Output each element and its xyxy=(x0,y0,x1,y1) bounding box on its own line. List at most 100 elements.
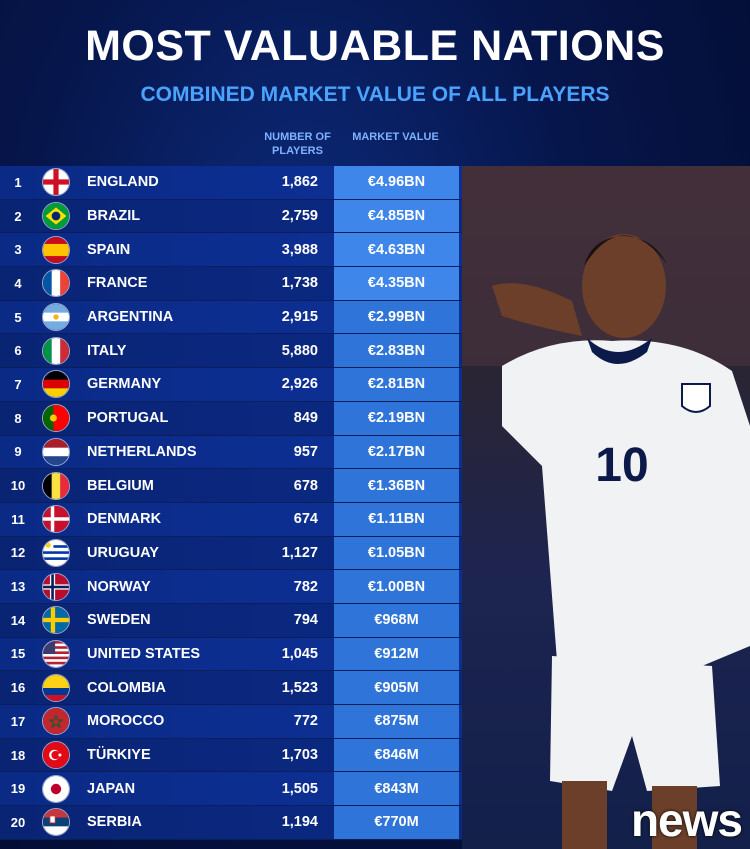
player-count: 794 xyxy=(293,612,318,629)
country-name: TÜRKIYE xyxy=(87,747,151,764)
player-count: 2,915 xyxy=(281,309,318,326)
column-header-market-value: MARKET VALUE xyxy=(352,131,439,143)
rank-number: 12 xyxy=(10,545,26,561)
market-value: €1.36BN xyxy=(334,469,459,502)
country-name: FRANCE xyxy=(87,275,148,292)
colombia-flag-icon xyxy=(42,673,70,702)
table-row: 4 FRANCE 1,738 €4.35BN xyxy=(0,267,462,301)
rank-number: 10 xyxy=(10,478,26,494)
country-name: BELGIUM xyxy=(87,477,154,494)
brazil-flag-icon xyxy=(42,202,70,231)
rank-number: 16 xyxy=(10,680,26,696)
rank-number: 9 xyxy=(14,444,22,460)
table-row: 12 URUGUAY 1,127 €1.05BN xyxy=(0,536,462,571)
player-count: 957 xyxy=(293,443,318,460)
table-row: 2 BRAZIL 2,759 €4.85BN xyxy=(0,199,462,234)
market-value: €1.05BN xyxy=(334,536,459,570)
rank-number: 11 xyxy=(11,511,25,527)
japan-flag-icon xyxy=(42,774,70,803)
country-name: NORWAY xyxy=(87,578,151,595)
country-name: SPAIN xyxy=(87,241,131,258)
rank-number: 14 xyxy=(10,612,26,628)
player-count: 849 xyxy=(293,410,318,427)
country-name: URUGUAY xyxy=(87,544,159,561)
market-value: €2.83BN xyxy=(334,334,459,368)
germany-flag-icon xyxy=(42,370,70,399)
country-name: JAPAN xyxy=(87,780,136,797)
france-flag-icon xyxy=(42,269,70,298)
market-value: €2.17BN xyxy=(334,435,459,469)
table-row: 3 SPAIN 3,988 €4.63BN xyxy=(0,233,462,268)
uruguay-flag-icon xyxy=(42,538,70,567)
player-count: 5,880 xyxy=(281,342,318,359)
rank-number: 13 xyxy=(10,579,26,595)
market-value: €912M xyxy=(334,637,459,671)
italy-flag-icon xyxy=(42,336,70,365)
rank-number: 1 xyxy=(14,174,22,190)
market-value: €905M xyxy=(334,671,459,704)
argentina-flag-icon xyxy=(42,303,70,332)
table-row: 14 SWEDEN 794 €968M xyxy=(0,603,462,638)
player-count: 772 xyxy=(293,713,318,730)
table-row: 11 DENMARK 674 €1.11BN xyxy=(0,502,462,537)
england-flag-icon xyxy=(42,168,70,197)
market-value: €2.19BN xyxy=(334,401,459,435)
svg-text:10: 10 xyxy=(595,439,648,492)
table-row: 17 MOROCCO 772 €875M xyxy=(0,705,462,739)
rank-number: 5 xyxy=(14,309,22,325)
table-row: 10 BELGIUM 678 €1.36BN xyxy=(0,469,462,503)
denmark-flag-icon xyxy=(42,505,70,534)
table-row: 9 NETHERLANDS 957 €2.17BN xyxy=(0,435,462,470)
player-count: 1,194 xyxy=(281,814,318,831)
table-row: 18 TÜRKIYE 1,703 €846M xyxy=(0,738,462,773)
rank-number: 3 xyxy=(14,242,22,258)
player-count: 678 xyxy=(293,477,318,494)
country-name: SWEDEN xyxy=(87,612,151,629)
player-count: 1,703 xyxy=(281,747,318,764)
table-row: 1 ENGLAND 1,862 €4.96BN xyxy=(0,166,462,200)
table-row: 8 PORTUGAL 849 €2.19BN xyxy=(0,401,462,436)
turkiye-flag-icon xyxy=(42,741,70,770)
rank-number: 19 xyxy=(10,781,26,797)
player-count: 782 xyxy=(293,578,318,595)
column-header-players: NUMBER OF PLAYERS xyxy=(264,131,331,157)
market-value: €875M xyxy=(334,705,459,738)
player-count: 1,738 xyxy=(281,275,318,292)
player-photo: 10 xyxy=(462,166,750,849)
news-watermark-logo: news xyxy=(630,794,743,846)
table-row: 5 ARGENTINA 2,915 €2.99BN xyxy=(0,300,462,335)
country-name: ARGENTINA xyxy=(87,309,174,326)
player-count: 2,926 xyxy=(281,376,318,393)
market-value: €4.96BN xyxy=(334,166,459,199)
market-value: €968M xyxy=(334,603,459,637)
netherlands-flag-icon xyxy=(42,437,70,466)
country-name: GERMANY xyxy=(87,376,162,393)
country-name: SERBIA xyxy=(87,814,142,831)
table-row: 7 GERMANY 2,926 €2.81BN xyxy=(0,368,462,402)
player-count: 674 xyxy=(293,511,318,528)
country-name: DENMARK xyxy=(87,511,162,528)
portugal-flag-icon xyxy=(42,404,70,433)
market-value: €770M xyxy=(334,806,459,839)
page-title: MOST VALUABLE NATIONS xyxy=(85,22,665,70)
country-name: ITALY xyxy=(87,342,127,359)
rank-number: 15 xyxy=(10,646,26,662)
player-count: 1,523 xyxy=(281,679,318,696)
player-count: 1,862 xyxy=(281,174,318,191)
country-name: UNITED STATES xyxy=(87,645,201,662)
player-illustration: 10 xyxy=(462,166,750,849)
table-row: 16 COLOMBIA 1,523 €905M xyxy=(0,671,462,705)
rank-number: 8 xyxy=(14,410,22,426)
player-count: 2,759 xyxy=(281,208,318,225)
spain-flag-icon xyxy=(42,235,70,264)
norway-flag-icon xyxy=(42,572,70,601)
market-value: €846M xyxy=(334,738,459,772)
player-count: 1,045 xyxy=(281,645,318,662)
table-row: 15 UNITED STATES 1,045 €912M xyxy=(0,637,462,672)
rank-number: 2 xyxy=(14,208,22,224)
player-count: 1,127 xyxy=(281,544,318,561)
country-name: BRAZIL xyxy=(87,208,141,225)
country-name: COLOMBIA xyxy=(87,679,166,696)
country-name: NETHERLANDS xyxy=(87,443,197,460)
rank-number: 18 xyxy=(10,747,26,763)
